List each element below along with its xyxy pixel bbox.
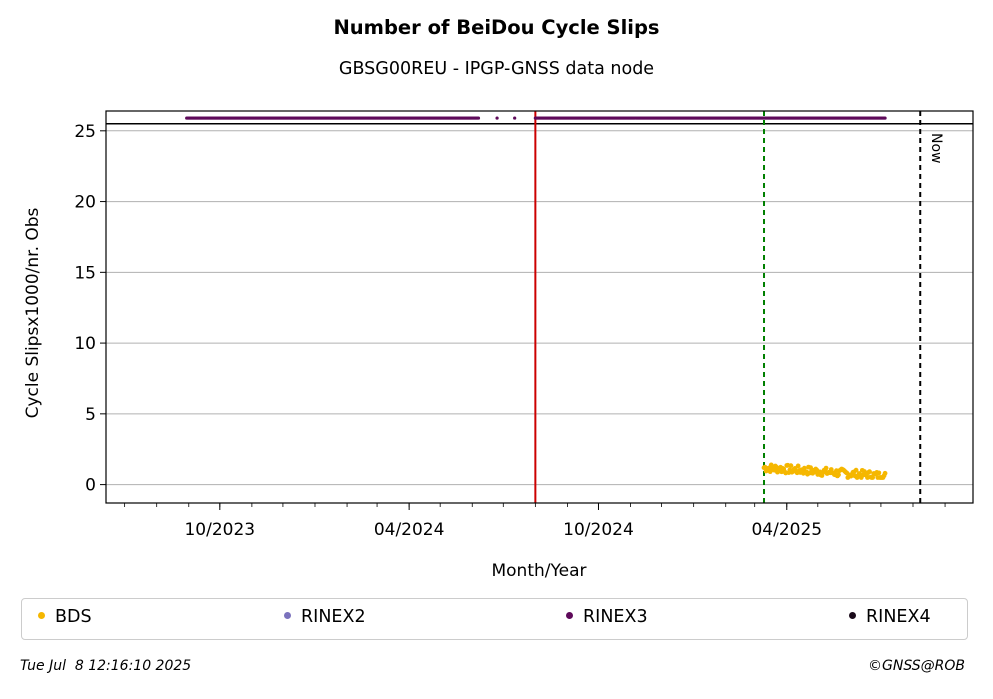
y-tick-label: 25 <box>74 122 96 142</box>
x-tick-label: 04/2025 <box>751 520 822 540</box>
rinex3-point <box>883 116 887 120</box>
x-tick-label: 10/2023 <box>184 520 255 540</box>
bds-point <box>823 465 829 471</box>
rinex3-point <box>513 116 517 120</box>
y-tick-label: 10 <box>74 334 96 354</box>
credit: ©GNSS@ROB <box>868 658 965 674</box>
legend-marker-rinex3 <box>566 611 573 619</box>
y-tick-label: 0 <box>85 476 96 496</box>
grid-layer <box>106 130 973 486</box>
bds-point <box>853 467 859 473</box>
legend-marker-rinex4 <box>849 611 856 619</box>
rinex3-point <box>495 116 499 120</box>
bds-point <box>795 463 801 469</box>
legend-label: RINEX3 <box>583 607 648 627</box>
legend-label: BDS <box>55 607 92 627</box>
bds-point <box>882 470 888 476</box>
y-tick-label: 15 <box>74 263 96 283</box>
legend-item-rinex2: RINEX2 <box>284 607 366 627</box>
chart-subtitle: GBSG00REU - IPGP-GNSS data node <box>338 59 655 79</box>
bds-point <box>867 469 872 475</box>
x-axis: 10/2023 04/2024 10/2024 04/2025 <box>124 503 946 540</box>
legend-label: RINEX2 <box>301 607 366 627</box>
now-label: Now <box>928 133 944 164</box>
y-axis-label: Cycle Slipsx1000/nr. Obs <box>23 207 43 418</box>
x-tick-label: 04/2024 <box>374 520 445 540</box>
timestamp: Tue Jul 8 12:16:10 2025 <box>20 658 192 674</box>
legend-marker-rinex2 <box>284 611 291 619</box>
x-axis-label: Month/Year <box>491 561 586 581</box>
bds-point <box>836 472 841 478</box>
legend-item-rinex4: RINEX4 <box>849 607 931 627</box>
legend: BDS RINEX2 RINEX3 RINEX4 <box>21 598 968 640</box>
bds-point <box>801 465 807 471</box>
bds-point <box>876 470 882 476</box>
legend-label: RINEX4 <box>866 607 931 627</box>
chart-title: Number of BeiDou Cycle Slips <box>333 16 660 39</box>
legend-item-rinex3: RINEX3 <box>566 607 648 627</box>
y-tick-label: 5 <box>85 405 96 425</box>
bds-point <box>870 475 876 480</box>
x-tick-label: 10/2024 <box>563 520 634 540</box>
legend-item-bds: BDS <box>38 607 92 627</box>
bds-point <box>788 463 794 469</box>
reference-lines: Now <box>106 111 973 503</box>
y-tick-label: 20 <box>74 193 96 213</box>
rinex3-point <box>476 116 481 120</box>
data-points <box>185 116 888 480</box>
legend-marker-bds <box>38 611 45 619</box>
plot-frame <box>105 110 974 504</box>
y-axis: 0 5 10 15 20 25 <box>74 122 106 496</box>
